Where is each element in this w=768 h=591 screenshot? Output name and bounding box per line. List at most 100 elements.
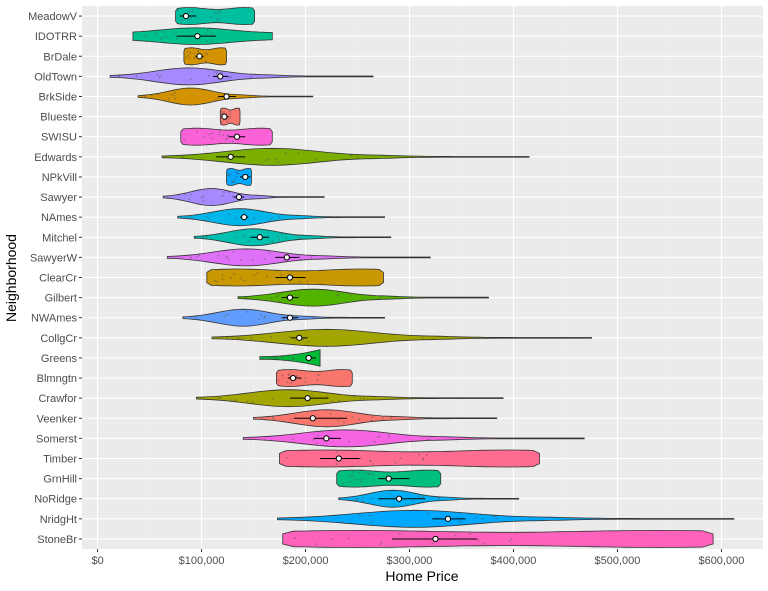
jitter-point <box>177 9 179 12</box>
jitter-point <box>221 194 224 197</box>
jitter-point <box>223 111 225 113</box>
jitter-point <box>156 74 159 77</box>
jitter-point <box>326 395 329 398</box>
jitter-point <box>358 514 361 517</box>
jitter-point <box>270 217 273 220</box>
jitter-point <box>265 275 268 278</box>
x-tick-label: $400,000 <box>491 555 537 567</box>
jitter-point <box>340 520 343 523</box>
jitter-point <box>349 481 352 484</box>
jitter-point <box>293 317 296 320</box>
jitter-point <box>225 138 228 141</box>
jitter-point <box>418 453 420 456</box>
jitter-point <box>425 454 428 457</box>
jitter-point <box>377 436 380 439</box>
jitter-point <box>188 36 191 39</box>
jitter-point <box>264 438 267 441</box>
jitter-point <box>454 534 456 537</box>
violin-noridge <box>338 489 520 508</box>
jitter-point <box>191 217 194 219</box>
jitter-point <box>336 450 339 453</box>
jitter-point <box>232 195 234 198</box>
jitter-point <box>438 496 441 499</box>
x-tick-label: $300,000 <box>387 555 433 567</box>
jitter-point <box>381 416 384 419</box>
jitter-point <box>233 180 235 183</box>
jitter-point <box>246 400 249 403</box>
jitter-point <box>260 314 263 317</box>
jitter-point <box>202 236 204 239</box>
jitter-point <box>460 520 463 523</box>
jitter-point <box>272 397 275 400</box>
jitter-point <box>164 36 167 39</box>
jitter-point <box>296 234 299 237</box>
jitter-point <box>188 10 191 13</box>
jitter-point <box>295 375 298 377</box>
jitter-point <box>299 237 302 240</box>
jitter-point <box>458 520 461 522</box>
jitter-point <box>251 196 253 199</box>
jitter-point <box>204 60 207 63</box>
jitter-point <box>188 198 190 201</box>
jitter-point <box>299 280 302 283</box>
jitter-point <box>278 294 280 297</box>
jitter-point <box>250 76 252 78</box>
jitter-point <box>288 373 291 375</box>
jitter-point <box>222 133 225 136</box>
jitter-point <box>291 438 294 441</box>
jitter-point <box>202 195 205 198</box>
jitter-point <box>189 16 192 19</box>
jitter-point <box>144 95 147 98</box>
violin-somerst <box>242 429 585 448</box>
violin-brkside <box>137 87 314 106</box>
violin-grnhill <box>336 469 442 488</box>
jitter-point <box>371 416 374 419</box>
jitter-point <box>235 217 238 220</box>
mean-point <box>309 415 316 422</box>
jitter-point <box>229 115 232 118</box>
jitter-point <box>279 300 281 303</box>
y-tick-label: Crawfor <box>38 393 77 405</box>
jitter-point <box>387 434 390 437</box>
jitter-point <box>275 158 278 161</box>
jitter-point <box>253 273 256 276</box>
jitter-point <box>337 419 340 422</box>
y-tick-label: Mitchel <box>42 232 77 244</box>
violin-shape <box>161 147 530 166</box>
violin-shape <box>193 228 392 247</box>
jitter-point <box>145 35 147 38</box>
jitter-point <box>315 543 318 545</box>
jitter-point <box>219 397 222 400</box>
violin-shape <box>338 489 520 508</box>
jitter-point <box>232 250 235 253</box>
violin-veenker <box>253 409 498 428</box>
jitter-point <box>330 400 333 403</box>
jitter-point <box>214 12 217 14</box>
jitter-point <box>495 517 498 520</box>
violin-sawyerw <box>166 248 431 267</box>
jitter-point <box>379 543 382 545</box>
mean-point <box>194 33 201 40</box>
jitter-point <box>370 295 373 297</box>
jitter-point <box>304 380 307 383</box>
mean-point <box>444 515 452 522</box>
jitter-point <box>196 130 199 133</box>
mean-point <box>182 12 190 20</box>
violin-shape <box>279 449 540 468</box>
jitter-point <box>351 416 354 419</box>
mean-point <box>286 314 294 321</box>
violin-greens <box>259 349 321 367</box>
jitter-point <box>189 51 192 54</box>
x-tick-label: $500,000 <box>594 555 640 567</box>
jitter-point <box>264 315 267 318</box>
jitter-point <box>287 374 290 377</box>
jitter-point <box>220 71 222 74</box>
jitter-point <box>260 417 263 420</box>
jitter-point <box>364 471 367 474</box>
jitter-point <box>372 463 374 465</box>
jitter-point <box>286 381 288 384</box>
mean-point <box>217 73 224 80</box>
jitter-point <box>250 337 253 339</box>
jitter-point <box>411 499 414 502</box>
mean-point <box>296 334 303 341</box>
